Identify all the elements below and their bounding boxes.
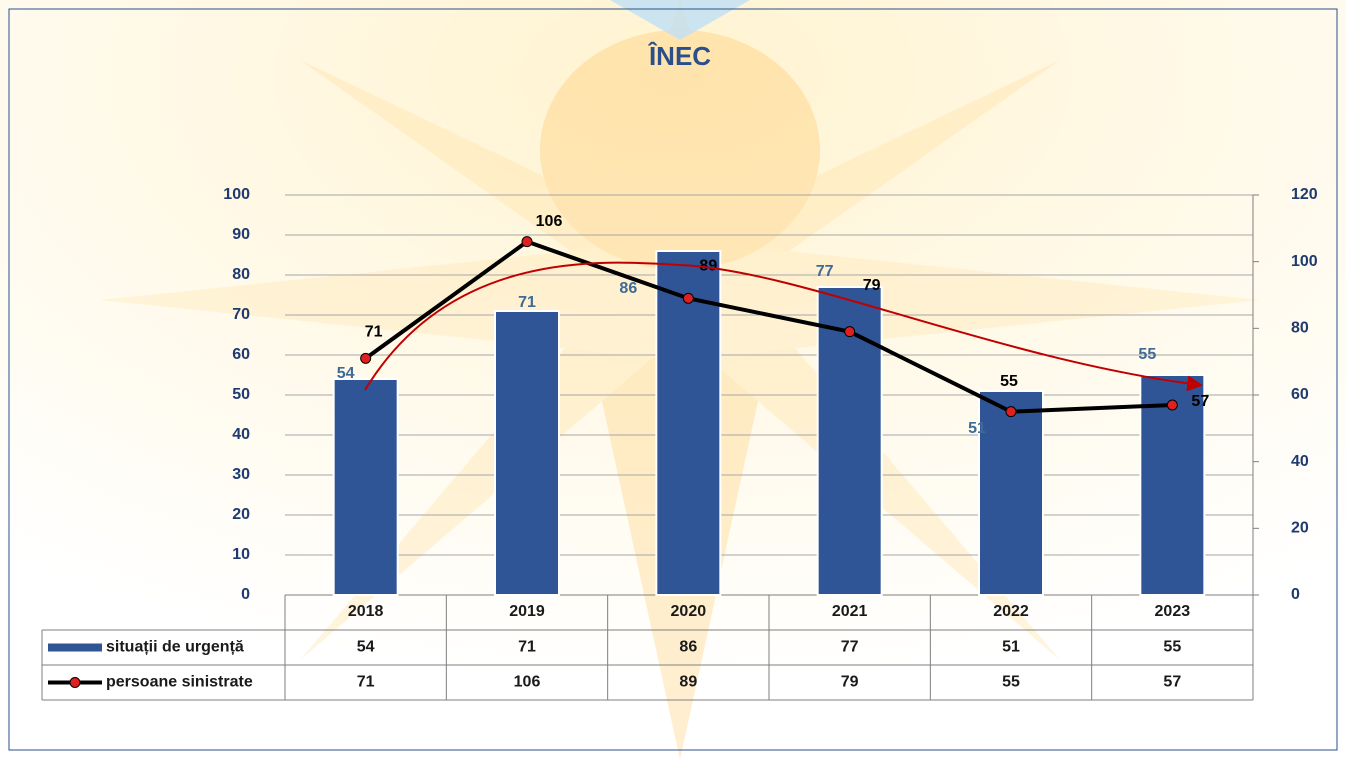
table-value: 55 xyxy=(1163,639,1181,656)
y2-tick-label: 40 xyxy=(1291,453,1309,470)
legend-marker xyxy=(69,677,81,688)
bar-value-label: 71 xyxy=(518,294,536,311)
y-tick-label: 60 xyxy=(232,346,250,363)
y-tick-label: 50 xyxy=(232,386,250,403)
legend-label: persoane sinistrate xyxy=(106,674,253,691)
y-tick-label: 10 xyxy=(232,546,250,563)
line-marker xyxy=(360,352,372,364)
bar-value-label: 86 xyxy=(619,280,637,297)
table-value: 106 xyxy=(514,674,541,691)
y-tick-label: 40 xyxy=(232,426,250,443)
y-tick-label: 70 xyxy=(232,306,250,323)
line-marker xyxy=(844,326,856,338)
bar xyxy=(494,310,560,596)
y-tick-label: 90 xyxy=(232,226,250,243)
trend-arrow xyxy=(364,261,1204,392)
y-tick-label: 20 xyxy=(232,506,250,523)
y-tick-label: 100 xyxy=(223,186,250,203)
table-value: 71 xyxy=(357,674,375,691)
y2-tick-label: 0 xyxy=(1291,586,1300,603)
legend-swatch xyxy=(48,643,102,652)
line xyxy=(364,239,1173,414)
bar xyxy=(816,286,883,596)
y-tick-label: 30 xyxy=(232,466,250,483)
bar-value-label: 55 xyxy=(1138,346,1156,363)
line-value-label: 57 xyxy=(1191,393,1209,410)
y-tick-label: 80 xyxy=(232,266,250,283)
line-value-label: 106 xyxy=(536,213,563,230)
bar xyxy=(978,390,1044,596)
y2-tick-label: 100 xyxy=(1291,253,1318,270)
table-value: 77 xyxy=(841,639,859,656)
line-marker xyxy=(1166,399,1178,411)
y2-tick-label: 60 xyxy=(1291,386,1309,403)
table-value: 51 xyxy=(1002,639,1020,656)
y2-tick-label: 80 xyxy=(1291,320,1309,337)
table-value: 89 xyxy=(679,674,697,691)
table-value: 57 xyxy=(1163,674,1181,691)
x-tick-label: 2018 xyxy=(348,603,384,620)
line-value-label: 79 xyxy=(863,277,881,294)
bar xyxy=(332,378,399,596)
line-value-label: 55 xyxy=(1000,373,1018,390)
table-value: 55 xyxy=(1002,674,1020,691)
bar-value-label: 77 xyxy=(816,263,834,280)
table-value: 86 xyxy=(679,639,697,656)
x-tick-label: 2021 xyxy=(832,603,868,620)
bar-value-label: 51 xyxy=(968,420,986,437)
y2-tick-label: 120 xyxy=(1291,186,1318,203)
line-marker xyxy=(521,236,533,248)
chart-title: ÎNEC xyxy=(647,41,711,71)
table-value: 71 xyxy=(518,639,536,656)
bar-value-label: 54 xyxy=(337,365,355,382)
x-tick-label: 2023 xyxy=(1155,603,1191,620)
line-marker xyxy=(682,292,694,304)
top-ornament xyxy=(610,0,750,40)
x-tick-label: 2022 xyxy=(993,603,1029,620)
bar xyxy=(1139,374,1206,596)
table-value: 79 xyxy=(841,674,859,691)
x-tick-label: 2020 xyxy=(671,603,707,620)
bar xyxy=(655,250,722,596)
y2-tick-label: 20 xyxy=(1291,520,1309,537)
table-value: 54 xyxy=(357,639,375,656)
y-tick-label: 0 xyxy=(241,586,250,603)
x-tick-label: 2019 xyxy=(509,603,545,620)
line-marker xyxy=(1005,406,1017,418)
line-value-label: 71 xyxy=(365,324,383,341)
legend-label: situații de urgență xyxy=(106,639,244,656)
line-value-label: 89 xyxy=(699,258,717,275)
frame xyxy=(8,8,1338,751)
